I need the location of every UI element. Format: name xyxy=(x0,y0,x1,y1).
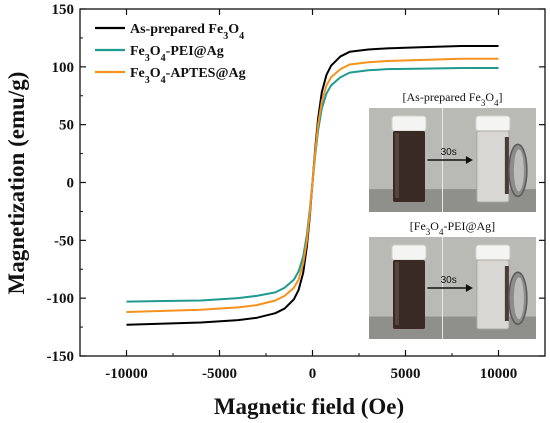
photo-insets: [As-prepared Fe3O4] 30s [Fe3O4-PEI@Ag] 30s xyxy=(369,90,536,339)
arrow-head xyxy=(465,156,473,164)
tick-labels: -10000 -5000 0 5000 10000 -150 -100 -50 0 50 100 15… xyxy=(47,2,518,382)
magnet-face xyxy=(513,149,524,192)
axis-ticks xyxy=(80,8,545,357)
y-axis-title: Magnetization (emu/g) xyxy=(4,72,29,295)
vial-dark-suspension xyxy=(393,260,425,329)
inset-caption-2: [Fe3O4-PEI@Ag] xyxy=(410,219,495,237)
vial-clear-solution xyxy=(476,130,510,203)
y-tick-label: -100 xyxy=(47,291,75,307)
vial-cap-right xyxy=(475,115,511,132)
arrow-time-label: 30s xyxy=(441,275,457,286)
series-line-3 xyxy=(126,57,499,314)
x-tick-label: 10000 xyxy=(480,366,518,382)
y-tick-label: 50 xyxy=(59,118,74,134)
vial-cap-right xyxy=(475,244,511,261)
inset-photo-1: 30s xyxy=(369,108,536,212)
legend-label-2: Fe3O4-PEI@Ag xyxy=(130,44,224,64)
vial-cap-left xyxy=(391,115,427,132)
y-tick-label: -150 xyxy=(47,349,75,365)
x-tick-label: 0 xyxy=(309,366,317,382)
inset-photo-2: 30s xyxy=(369,237,536,339)
vial-dark-suspension xyxy=(393,131,425,202)
collected-particles xyxy=(504,137,509,194)
inset-caption-1: [As-prepared Fe3O4] xyxy=(403,90,503,108)
x-tick-label: -10000 xyxy=(105,366,148,382)
vial-glint-left xyxy=(395,262,399,325)
vial-cap-left xyxy=(391,244,427,261)
legend-label-3: Fe3O4-APTES@Ag xyxy=(130,66,246,86)
y-tick-label: -50 xyxy=(54,233,74,249)
collected-particles xyxy=(504,266,509,321)
x-tick-label: -5000 xyxy=(202,366,237,382)
y-tick-label: 150 xyxy=(52,2,75,18)
magnet-face xyxy=(513,277,524,320)
x-axis-title: Magnetic field (Oe) xyxy=(214,394,404,419)
y-tick-label: 100 xyxy=(52,60,75,76)
vial-glint-left xyxy=(395,133,399,198)
legend-label-1: As-prepared Fe3O4 xyxy=(130,22,244,42)
arrow-time-label: 30s xyxy=(441,147,457,158)
arrow-head xyxy=(465,284,473,292)
x-tick-label: 5000 xyxy=(391,366,421,382)
y-tick-label: 0 xyxy=(67,176,75,192)
series-lines xyxy=(126,45,499,326)
legend: As-prepared Fe3O4Fe3O4-PEI@AgFe3O4-APTES… xyxy=(95,22,246,86)
vial-clear-solution xyxy=(476,259,510,330)
